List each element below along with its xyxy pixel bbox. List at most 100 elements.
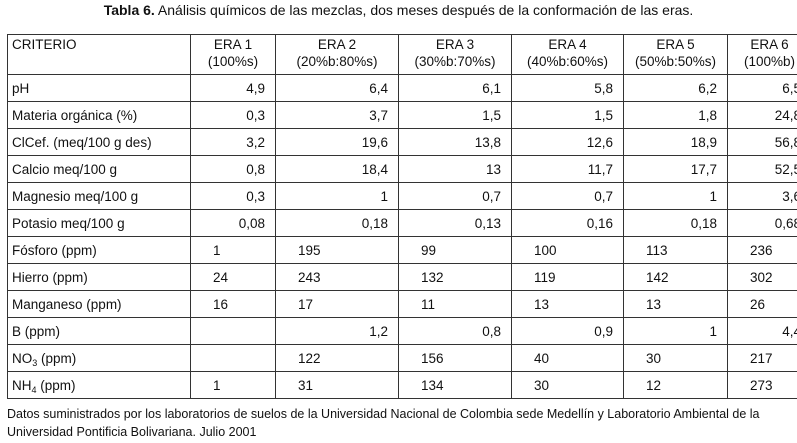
- cell-value: 195: [275, 236, 399, 264]
- cell-value: 0,8: [190, 155, 276, 183]
- column-header-era-5: ERA 5 (50%b:50%s): [623, 34, 728, 75]
- row-criterio: Magnesio meq/100 g: [7, 182, 191, 210]
- cell-value: 1: [190, 236, 276, 264]
- cell-value: 132: [398, 263, 512, 291]
- table-row: Materia orgánica (%) 0,3 3,7 1,5 1,5 1,8…: [7, 101, 797, 129]
- column-header-era-1: ERA 1 (100%s): [190, 34, 276, 75]
- era-ratio: (100%b): [743, 54, 796, 69]
- era-name: ERA 1: [213, 37, 253, 52]
- cell-value: 4,9: [190, 74, 276, 102]
- chemical-analysis-table: CRITERIO ERA 1 (100%s) ERA 2 (20%b:80%s) E…: [7, 34, 797, 399]
- table-caption: Tabla 6. Análisis químicos de las mezcla…: [0, 1, 797, 19]
- cell-value: 24,8: [727, 101, 797, 129]
- row-criterio: B (ppm): [7, 317, 191, 345]
- table-row: Fósforo (ppm) 1 195 99 100 113 236: [7, 236, 797, 264]
- table-row: Calcio meq/100 g 0,8 18,4 13 11,7 17,7 5…: [7, 155, 797, 183]
- cell-value: 0,7: [511, 182, 624, 210]
- table-row: ClCef. (meq/100 g des) 3,2 19,6 13,8 12,…: [7, 128, 797, 156]
- cell-value: 0,16: [511, 209, 624, 237]
- cell-value: 217: [727, 344, 797, 372]
- caption-text: Análisis químicos de las mezclas, dos me…: [157, 2, 694, 18]
- cell-value: 0,08: [190, 209, 276, 237]
- row-criterio: ClCef. (meq/100 g des): [7, 128, 191, 156]
- cell-value: 30: [623, 344, 728, 372]
- cell-value: 17: [275, 290, 399, 318]
- column-header-era-2: ERA 2 (20%b:80%s): [275, 34, 399, 75]
- criterio-header: CRITERIO: [7, 34, 191, 75]
- era-ratio: (30%b:70%s): [414, 54, 496, 69]
- era-ratio: (100%s): [207, 54, 259, 69]
- cell-value: 0,3: [190, 101, 276, 129]
- cell-value: 1,8: [623, 101, 728, 129]
- cell-value: 3,7: [275, 101, 399, 129]
- cell-value: 113: [623, 236, 728, 264]
- cell-value: 99: [398, 236, 512, 264]
- column-header-era-6: ERA 6 (100%b): [727, 34, 797, 75]
- cell-value: 1: [623, 182, 728, 210]
- table-row: Magnesio meq/100 g 0,3 1 0,7 0,7 1 3,6: [7, 182, 797, 210]
- cell-value: 273: [727, 371, 797, 399]
- criterio-subscript: 4: [31, 384, 37, 395]
- cell-value: 6,4: [275, 74, 399, 102]
- table-row: pH 4,9 6,4 6,1 5,8 6,2 6,5: [7, 74, 797, 102]
- cell-value: [190, 344, 276, 372]
- column-header-era-4: ERA 4 (40%b:60%s): [511, 34, 624, 75]
- criterio-subscript: 3: [32, 357, 38, 368]
- row-criterio: Calcio meq/100 g: [7, 155, 191, 183]
- cell-value: 4,4: [727, 317, 797, 345]
- criterio-base: NH: [12, 377, 32, 393]
- cell-value: 119: [511, 263, 624, 291]
- cell-value: 1: [275, 182, 399, 210]
- row-criterio: pH: [7, 74, 191, 102]
- caption-label: Tabla 6.: [103, 2, 155, 18]
- criterio-unit: (ppm): [36, 377, 76, 393]
- cell-value: 156: [398, 344, 512, 372]
- cell-value: 1,5: [398, 101, 512, 129]
- cell-value: 302: [727, 263, 797, 291]
- cell-value: 1: [623, 317, 728, 345]
- row-criterio: Fósforo (ppm): [7, 236, 191, 264]
- cell-value: 56,8: [727, 128, 797, 156]
- criterio-unit: (ppm): [37, 350, 77, 366]
- column-header-era-3: ERA 3 (30%b:70%s): [398, 34, 512, 75]
- row-criterio: Potasio meq/100 g: [7, 209, 191, 237]
- cell-value: 30: [511, 371, 624, 399]
- cell-value: 1: [190, 371, 276, 399]
- cell-value: 142: [623, 263, 728, 291]
- cell-value: 134: [398, 371, 512, 399]
- cell-value: 13,8: [398, 128, 512, 156]
- table-row: Potasio meq/100 g 0,08 0,18 0,13 0,16 0,…: [7, 209, 797, 237]
- cell-value: 13: [398, 155, 512, 183]
- row-criterio: Materia orgánica (%): [7, 101, 191, 129]
- era-name: ERA 2: [317, 37, 357, 52]
- cell-value: 6,2: [623, 74, 728, 102]
- cell-value: 0,18: [275, 209, 399, 237]
- cell-value: 243: [275, 263, 399, 291]
- cell-value: 0,68: [727, 209, 797, 237]
- era-ratio: (20%b:80%s): [296, 54, 378, 69]
- cell-value: 122: [275, 344, 399, 372]
- cell-value: 0,8: [398, 317, 512, 345]
- cell-value: 0,18: [623, 209, 728, 237]
- cell-value: 31: [275, 371, 399, 399]
- cell-value: 52,5: [727, 155, 797, 183]
- cell-value: 1,5: [511, 101, 624, 129]
- cell-value: 26: [727, 290, 797, 318]
- row-criterio-nh4: NH4 (ppm): [7, 371, 191, 399]
- era-name: ERA 5: [656, 37, 695, 52]
- cell-value: 18,9: [623, 128, 728, 156]
- criterio-base: NO: [12, 350, 33, 366]
- cell-value: 236: [727, 236, 797, 264]
- cell-value: 12: [623, 371, 728, 399]
- row-criterio: Manganeso (ppm): [7, 290, 191, 318]
- cell-value: 18,4: [275, 155, 399, 183]
- table-row: B (ppm) 1,2 0,8 0,9 1 4,4: [7, 317, 797, 345]
- cell-value: 0,9: [511, 317, 624, 345]
- row-criterio: Hierro (ppm): [7, 263, 191, 291]
- cell-value: 0,3: [190, 182, 276, 210]
- era-name: ERA 6: [750, 37, 789, 52]
- cell-value: 1,2: [275, 317, 399, 345]
- cell-value: 13: [623, 290, 728, 318]
- cell-value: 6,5: [727, 74, 797, 102]
- cell-value: 13: [511, 290, 624, 318]
